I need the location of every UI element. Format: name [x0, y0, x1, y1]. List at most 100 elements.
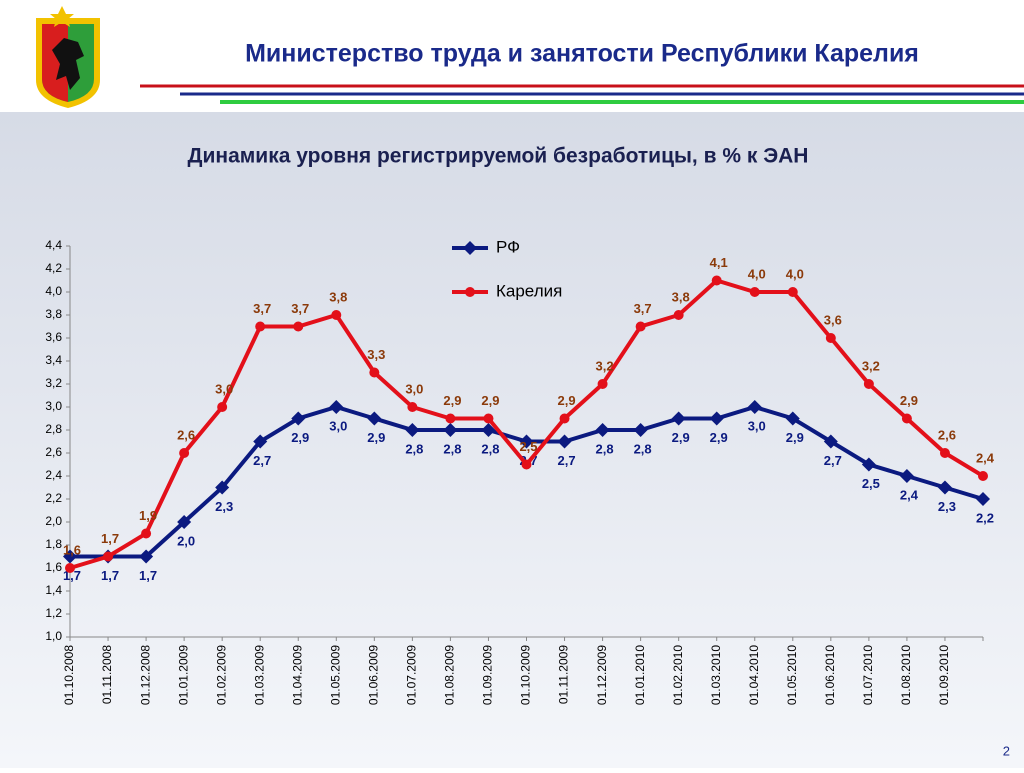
marker — [483, 413, 494, 424]
marker — [597, 379, 608, 389]
marker — [825, 333, 836, 343]
marker — [329, 400, 344, 414]
marker — [557, 434, 572, 449]
data-label: 3,2 — [862, 358, 880, 373]
data-label: 4,1 — [710, 255, 728, 270]
marker — [291, 411, 306, 426]
x-tick-label: 01.08.2010 — [899, 645, 913, 705]
y-tick-label: 2,6 — [45, 445, 62, 459]
y-tick-label: 1,4 — [45, 583, 62, 597]
data-label: 2,5 — [519, 439, 537, 454]
marker — [785, 411, 800, 426]
legend-marker — [463, 241, 477, 255]
data-label: 3,7 — [634, 301, 652, 316]
y-tick-label: 2,4 — [45, 468, 62, 482]
marker — [255, 321, 266, 332]
data-label: 1,7 — [101, 531, 119, 546]
marker — [671, 411, 686, 426]
data-label: 3,0 — [748, 418, 766, 433]
marker — [331, 310, 342, 320]
y-tick-label: 1,2 — [45, 606, 62, 620]
marker — [217, 402, 228, 412]
data-label: 2,5 — [862, 476, 880, 491]
x-tick-label: 01.01.2009 — [176, 645, 190, 705]
y-tick-label: 2,0 — [45, 514, 62, 528]
legend-label: Карелия — [496, 281, 562, 300]
x-tick-label: 01.06.2010 — [823, 645, 837, 705]
data-label: 2,9 — [367, 430, 385, 445]
data-label: 2,9 — [443, 393, 461, 408]
marker — [899, 469, 914, 483]
marker — [405, 423, 420, 437]
data-label: 2,9 — [672, 430, 690, 445]
data-label: 3,7 — [253, 301, 271, 316]
data-label: 2,8 — [481, 441, 499, 456]
data-label: 3,3 — [367, 347, 385, 362]
data-label: 2,9 — [481, 393, 499, 408]
y-tick-label: 3,6 — [45, 330, 62, 344]
x-tick-label: 01.06.2009 — [367, 645, 381, 705]
body-bg — [0, 112, 1024, 768]
x-tick-label: 01.03.2009 — [252, 645, 266, 705]
x-tick-label: 01.10.2009 — [519, 645, 533, 705]
marker — [141, 528, 152, 539]
data-label: 2,8 — [443, 441, 461, 456]
y-tick-label: 3,2 — [45, 376, 62, 390]
data-label: 1,7 — [101, 568, 119, 583]
marker — [407, 402, 418, 412]
marker — [443, 423, 458, 437]
marker — [177, 515, 192, 529]
data-label: 2,4 — [900, 487, 919, 502]
data-label: 3,0 — [329, 418, 347, 433]
x-tick-label: 01.12.2009 — [595, 645, 609, 705]
legend-marker — [465, 287, 475, 297]
y-tick-label: 4,0 — [45, 284, 62, 298]
data-label: 2,3 — [938, 499, 956, 514]
marker — [976, 492, 990, 506]
marker — [293, 321, 304, 332]
data-label: 2,9 — [786, 430, 804, 445]
marker — [939, 448, 950, 458]
x-tick-label: 01.12.2008 — [138, 645, 152, 705]
marker — [709, 411, 724, 426]
x-tick-label: 01.10.2008 — [62, 645, 76, 705]
data-label: 2,0 — [177, 533, 195, 548]
marker — [445, 413, 456, 424]
y-tick-label: 4,2 — [45, 261, 62, 275]
x-tick-label: 01.07.2010 — [861, 645, 875, 705]
data-label: 3,2 — [596, 358, 614, 373]
marker — [179, 448, 190, 458]
x-tick-label: 01.04.2009 — [290, 645, 304, 705]
x-tick-label: 01.01.2010 — [633, 645, 647, 705]
chart-title: Динамика уровня регистрируемой безработи… — [188, 145, 809, 168]
data-label: 2,9 — [710, 430, 728, 445]
marker — [215, 480, 230, 495]
x-tick-label: 01.11.2008 — [100, 645, 114, 704]
y-tick-label: 4,4 — [45, 238, 62, 252]
marker — [937, 480, 952, 495]
x-tick-label: 01.07.2009 — [405, 645, 419, 705]
data-label: 4,0 — [786, 266, 804, 281]
legend-label: РФ — [496, 237, 520, 256]
y-tick-label: 1,0 — [45, 629, 62, 643]
marker — [253, 434, 268, 449]
y-tick-label: 3,4 — [45, 353, 62, 367]
marker — [711, 275, 722, 286]
data-label: 2,3 — [215, 499, 233, 514]
data-label: 2,7 — [253, 453, 271, 468]
x-tick-label: 01.09.2010 — [937, 645, 951, 705]
marker — [63, 549, 77, 564]
data-label: 3,8 — [672, 289, 690, 304]
marker — [633, 423, 648, 437]
data-label: 2,9 — [558, 393, 576, 408]
data-label: 2,6 — [177, 427, 195, 442]
x-tick-label: 01.03.2010 — [709, 645, 723, 705]
marker — [861, 457, 876, 472]
marker — [863, 379, 874, 389]
marker — [367, 411, 382, 426]
marker — [635, 321, 646, 332]
x-tick-label: 01.05.2009 — [328, 645, 342, 705]
page-number: 2 — [1003, 743, 1010, 758]
marker — [673, 310, 684, 320]
